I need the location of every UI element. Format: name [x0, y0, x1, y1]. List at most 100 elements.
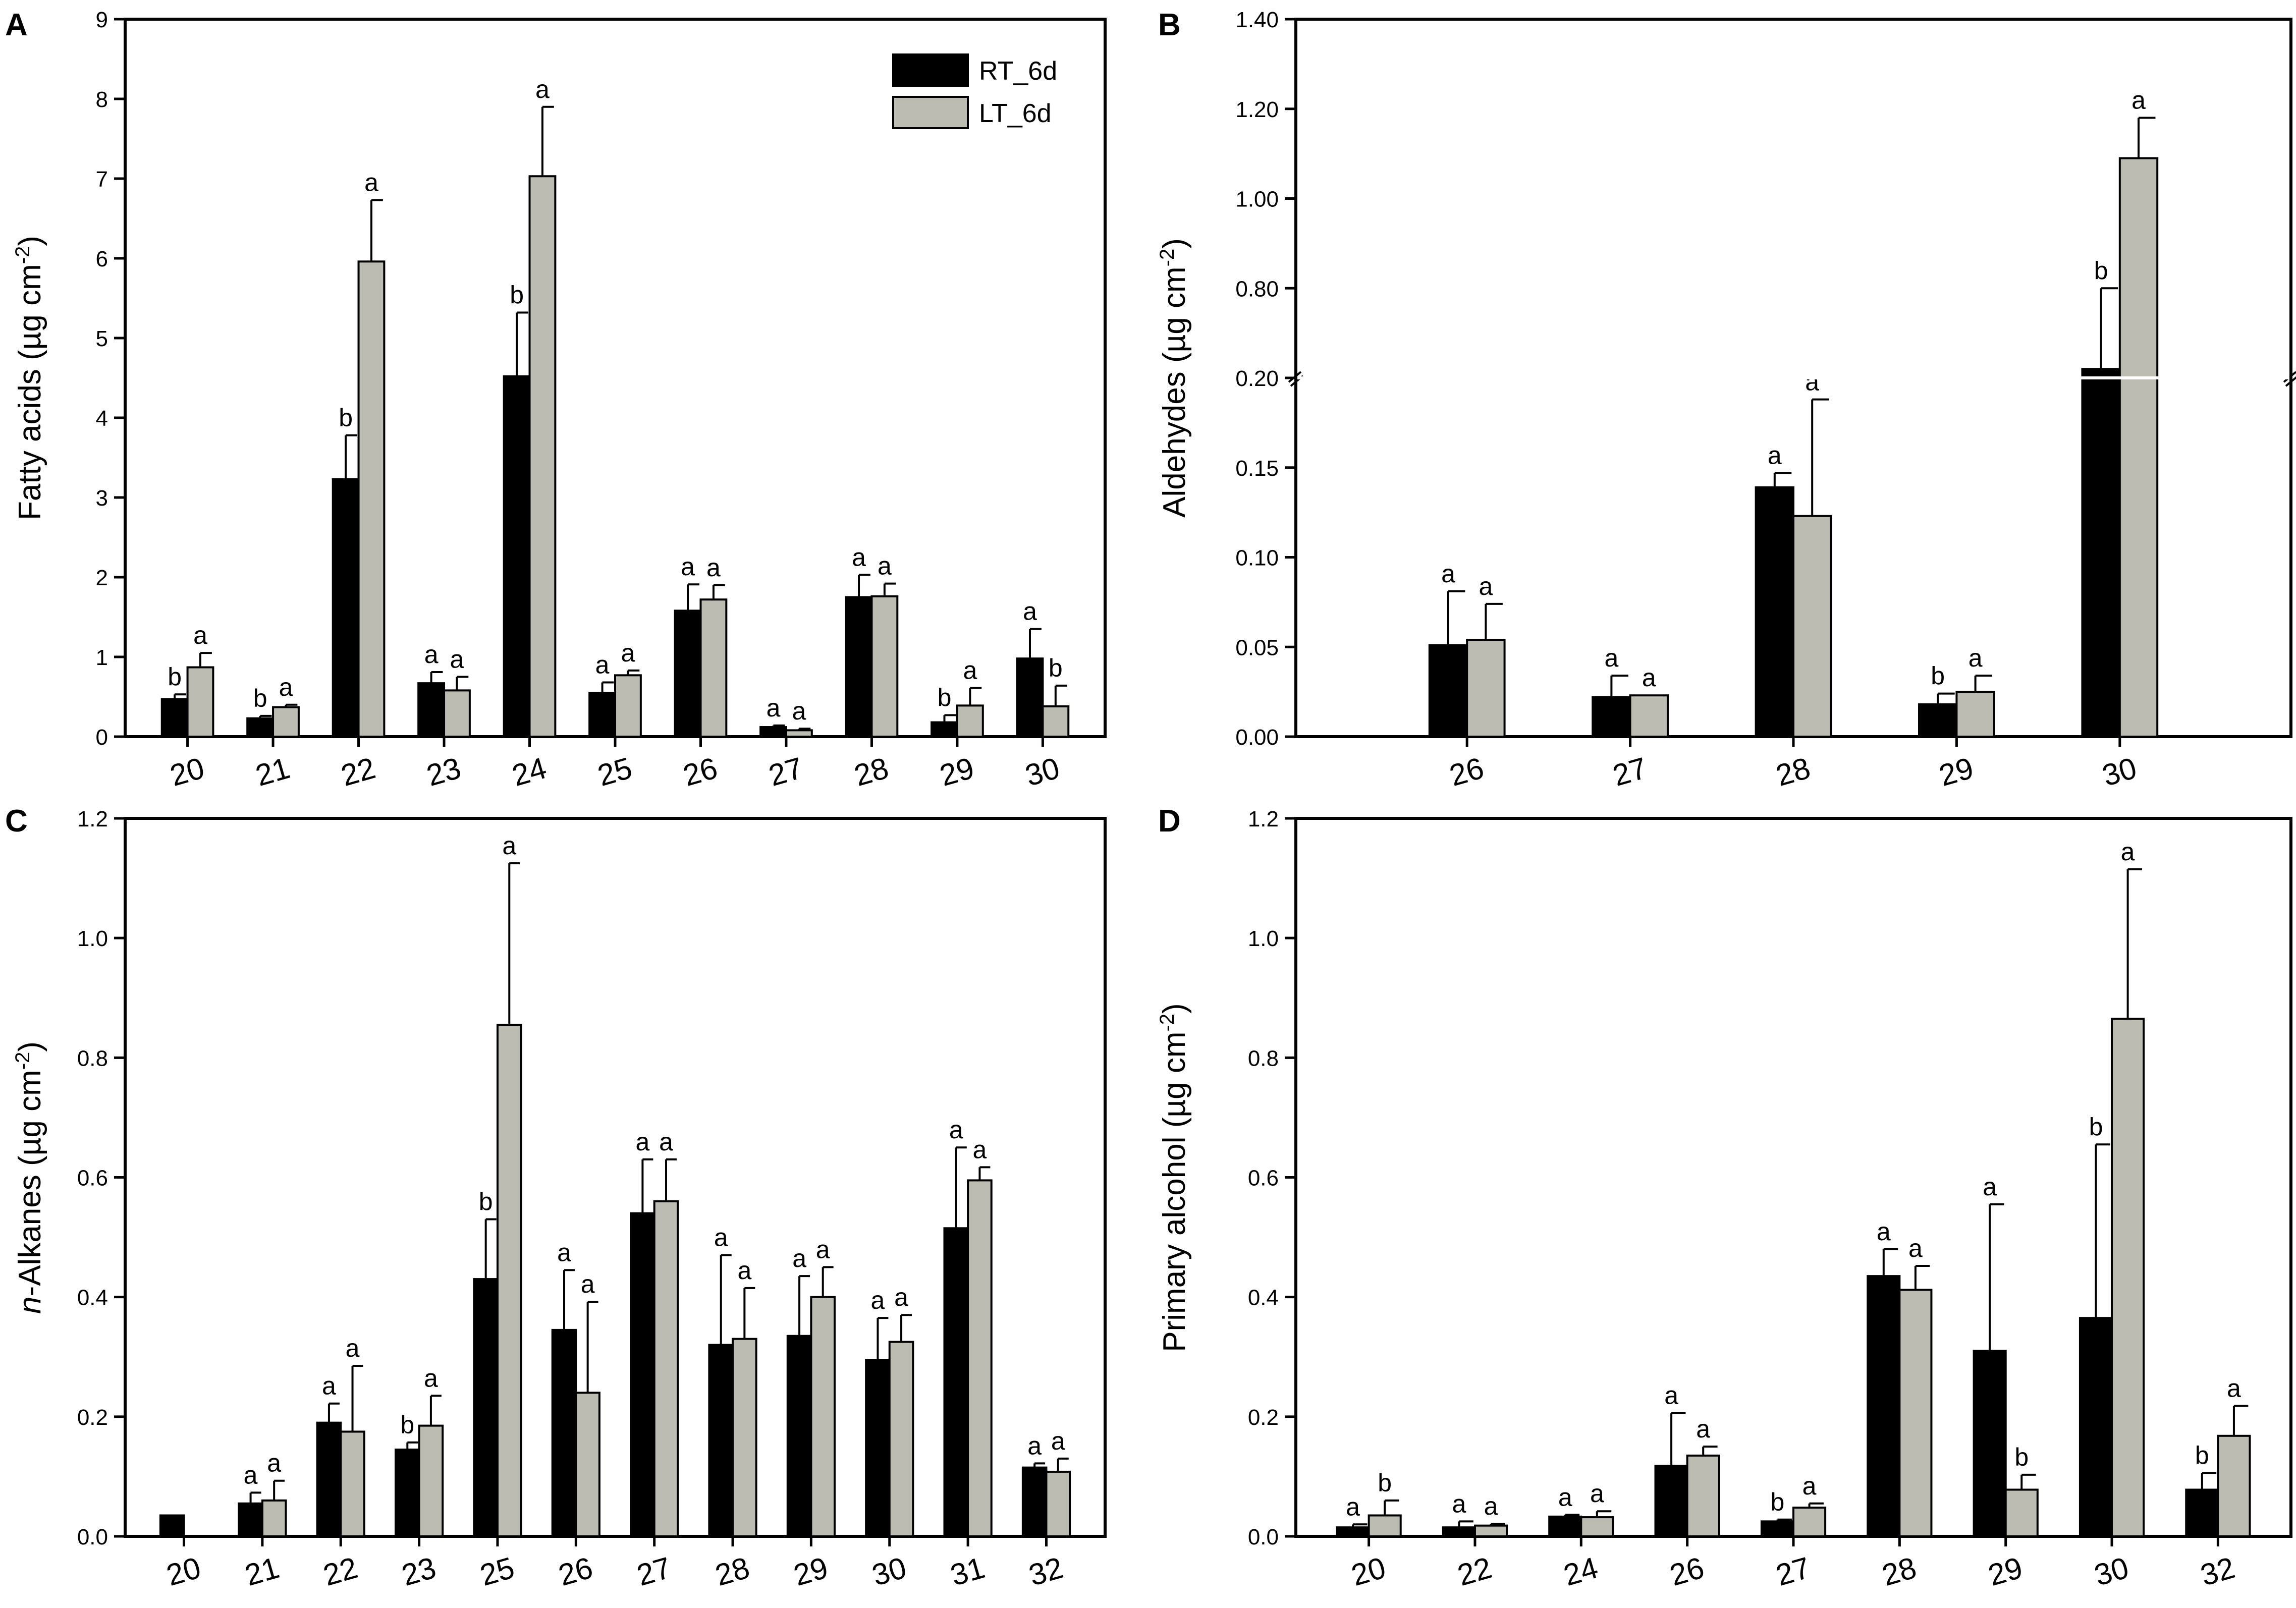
bar-rt_6d	[786, 1335, 812, 1538]
bar-lt_6d	[1045, 1470, 1071, 1537]
significance-label: b	[1771, 1488, 1785, 1516]
bar-rt_6d	[2185, 1488, 2219, 1537]
bar-lt_6d	[2004, 1488, 2039, 1537]
significance-label: a	[714, 1224, 728, 1252]
bar-rt_6d	[394, 1449, 420, 1538]
significance-label: a	[2131, 86, 2146, 115]
significance-label: a	[635, 1128, 649, 1156]
y-tick-label: 0.10	[1235, 546, 1279, 571]
bar-lt_6d	[614, 674, 642, 738]
significance-label: a	[1051, 1427, 1065, 1455]
y-axis-title-italic: n	[13, 1296, 47, 1313]
bar-lt_6d	[528, 175, 557, 738]
significance-label: a	[424, 640, 439, 669]
significance-label: a	[1558, 1483, 1572, 1511]
y-tick-label: 0	[96, 725, 108, 750]
significance-label: a	[502, 831, 516, 860]
y-axis-title-end: )	[13, 1041, 47, 1052]
bar-rt_6d	[708, 1344, 734, 1538]
significance-label: a	[894, 1283, 908, 1311]
significance-label: a	[1642, 663, 1656, 692]
y-tick-label: 1.00	[1235, 187, 1279, 212]
significance-label: a	[681, 552, 695, 581]
y-axis-title-main: Primary alcohol (µg cm	[1157, 1032, 1192, 1352]
bar-lt_6d	[870, 595, 899, 738]
significance-label: b	[339, 404, 353, 432]
y-tick-label: 1.20	[1235, 97, 1279, 122]
significance-label: a	[1768, 441, 1782, 469]
significance-label: b	[938, 683, 952, 711]
y-tick-label: 1.40	[1235, 8, 1279, 32]
bar-rt_6d	[238, 1502, 263, 1537]
significance-label: a	[1452, 1489, 1466, 1518]
panel-letter: B	[1158, 8, 1181, 42]
significance-label: a	[871, 1286, 885, 1314]
bar-lt_6d	[888, 1341, 914, 1538]
significance-label: a	[267, 1449, 281, 1477]
bar-rt_6d	[2081, 368, 2121, 738]
bar-lt_6d	[1792, 1507, 1827, 1538]
legend-swatch-lt_6d	[892, 96, 969, 129]
significance-label: a	[1983, 1173, 1997, 1201]
bar-rt_6d	[246, 717, 275, 738]
bar-rt_6d	[1016, 657, 1044, 738]
significance-label: b	[1931, 662, 1945, 690]
significance-label: a	[1479, 572, 1493, 600]
y-tick-label: 1.2	[1248, 807, 1279, 831]
y-axis-title: Fatty acids (µg cm-2)	[12, 236, 47, 520]
significance-label: a	[581, 1270, 595, 1298]
significance-label: b	[2195, 1441, 2209, 1469]
bar-rt_6d	[473, 1278, 499, 1537]
axis-break-mark	[2283, 371, 2296, 383]
significance-label: a	[949, 1116, 963, 1144]
bar-lt_6d	[2111, 1018, 2145, 1537]
significance-label: b	[253, 684, 267, 712]
y-tick-label: 1.2	[77, 807, 108, 831]
y-axis-title-end: )	[1157, 1003, 1192, 1014]
y-axis-title-main: Aldehydes (µg cm	[1157, 266, 1192, 517]
significance-label: a	[1908, 1234, 1923, 1262]
significance-label: a	[621, 639, 635, 667]
significance-label: b	[479, 1188, 493, 1216]
significance-label: a	[1805, 368, 1819, 396]
legend: RT_6d LT_6d	[892, 53, 1057, 129]
bar-rt_6d	[1428, 644, 1468, 738]
significance-label: a	[792, 1244, 806, 1272]
significance-label: a	[963, 656, 977, 685]
bar-rt_6d	[316, 1421, 342, 1537]
significance-label: a	[450, 645, 464, 674]
significance-label: a	[595, 651, 610, 679]
y-tick-label: 0.4	[1248, 1286, 1279, 1310]
significance-label: a	[1696, 1415, 1710, 1443]
significance-label: a	[193, 621, 207, 649]
y-tick-label: 0.6	[1248, 1166, 1279, 1191]
bar-lt_6d	[443, 689, 471, 738]
significance-label: a	[1590, 1479, 1604, 1508]
bar-lt_6d	[1898, 1289, 1933, 1538]
bar-rt_6d	[1548, 1515, 1582, 1537]
y-tick-label: 0.4	[77, 1286, 108, 1310]
bar-lt_6d	[575, 1392, 600, 1537]
y-tick-label: 0.80	[1235, 276, 1279, 301]
y-axis-title-exponent: -2	[12, 1052, 34, 1070]
significance-label: a	[1969, 644, 1983, 672]
significance-label: b	[400, 1411, 414, 1439]
bar-rt_6d	[1867, 1275, 1901, 1538]
significance-label: a	[364, 169, 378, 197]
bar-lt_6d	[785, 729, 813, 738]
bar-rt_6d	[1021, 1466, 1048, 1537]
y-axis-title: Aldehydes (µg cm-2)	[1156, 238, 1192, 518]
panel-letter: A	[5, 8, 28, 42]
significance-label: a	[2227, 1374, 2241, 1402]
significance-label: a	[424, 1364, 438, 1392]
y-tick-label: 0.8	[77, 1046, 108, 1071]
y-tick-label: 8	[96, 87, 108, 112]
bar-rt_6d	[2079, 1317, 2113, 1538]
bar-lt_6d	[1686, 1454, 1720, 1538]
significance-label: a	[279, 673, 293, 701]
bar-rt_6d	[160, 698, 189, 738]
significance-label: a	[852, 543, 866, 571]
y-tick-label: 0.15	[1235, 456, 1279, 481]
bar-rt_6d	[865, 1359, 891, 1538]
